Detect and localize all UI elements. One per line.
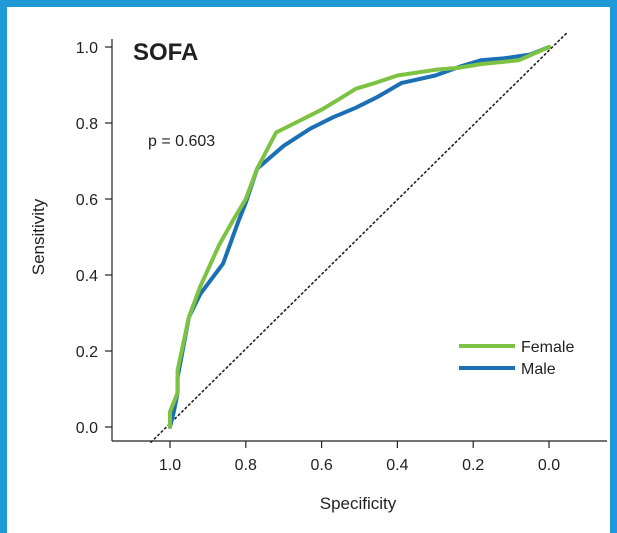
chart-title: SOFA <box>133 39 198 66</box>
y-tick-label: 0.8 <box>76 116 98 133</box>
legend: Female Male <box>459 339 574 378</box>
y-axis-ticks: 0.0 0.2 0.4 0.6 0.8 1.0 <box>76 40 112 437</box>
y-tick-label: 0.4 <box>76 268 98 285</box>
series-group <box>168 45 551 429</box>
x-axis-ticks: 1.0 0.8 0.6 0.4 0.2 0.0 <box>159 441 560 474</box>
x-tick-label: 0.4 <box>386 457 408 474</box>
legend-label-female: Female <box>521 339 574 356</box>
y-tick-label: 0.0 <box>76 420 98 437</box>
x-tick-label: 0.8 <box>235 457 257 474</box>
y-tick-label: 0.2 <box>76 344 98 361</box>
p-value-annotation: p = 0.603 <box>148 133 215 150</box>
x-tick-label: 0.6 <box>310 457 332 474</box>
y-axis-title: Sensitivity <box>29 198 48 275</box>
x-tick-label: 1.0 <box>159 457 181 474</box>
x-tick-label: 0.2 <box>462 457 484 474</box>
legend-label-male: Male <box>521 361 556 378</box>
series-line-female <box>168 45 551 429</box>
x-tick-label: 0.0 <box>538 457 560 474</box>
reference-diagonal-line <box>150 30 569 444</box>
x-axis-title: Specificity <box>320 494 397 513</box>
y-tick-label: 0.6 <box>76 192 98 209</box>
y-tick-label: 1.0 <box>76 40 98 57</box>
roc-chart: 0.0 0.2 0.4 0.6 0.8 1.0 1.0 0.8 0.6 0.4 0.2 0.0 SO… <box>29 30 607 513</box>
